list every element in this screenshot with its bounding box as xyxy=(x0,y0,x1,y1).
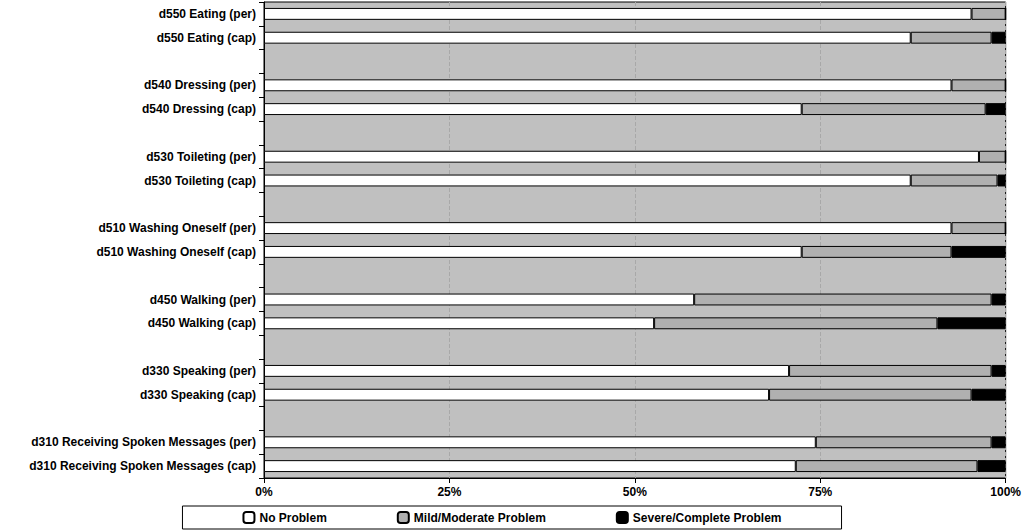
svg-text:d550 Eating (cap): d550 Eating (cap) xyxy=(157,31,256,45)
svg-text:d530 Toileting (per): d530 Toileting (per) xyxy=(146,150,256,164)
svg-text:Severe/Complete Problem: Severe/Complete Problem xyxy=(633,511,782,525)
svg-text:d540 Dressing (cap): d540 Dressing (cap) xyxy=(142,102,256,116)
svg-text:0%: 0% xyxy=(255,485,273,499)
svg-text:d550 Eating (per): d550 Eating (per) xyxy=(159,7,256,21)
svg-text:25%: 25% xyxy=(437,485,461,499)
svg-text:d530 Toileting (cap): d530 Toileting (cap) xyxy=(144,174,256,188)
svg-text:d310 Receiving Spoken Messages: d310 Receiving Spoken Messages (per) xyxy=(31,435,256,449)
svg-text:Mild/Moderate Problem: Mild/Moderate Problem xyxy=(414,511,546,525)
svg-text:d450 Walking (cap): d450 Walking (cap) xyxy=(148,316,256,330)
svg-text:No Problem: No Problem xyxy=(259,511,326,525)
svg-text:100%: 100% xyxy=(990,485,1021,499)
svg-text:75%: 75% xyxy=(808,485,832,499)
svg-text:d510 Washing Oneself (per): d510 Washing Oneself (per) xyxy=(98,221,256,235)
svg-text:50%: 50% xyxy=(623,485,647,499)
svg-text:d310 Receiving Spoken Messages: d310 Receiving Spoken Messages (cap) xyxy=(29,459,256,473)
svg-text:d540 Dressing (per): d540 Dressing (per) xyxy=(144,78,256,92)
svg-text:d330 Speaking (cap): d330 Speaking (cap) xyxy=(140,388,256,402)
svg-text:d450 Walking (per): d450 Walking (per) xyxy=(150,293,256,307)
svg-text:d330 Speaking (per): d330 Speaking (per) xyxy=(142,364,256,378)
svg-text:d510 Washing Oneself (cap): d510 Washing Oneself (cap) xyxy=(96,245,256,259)
